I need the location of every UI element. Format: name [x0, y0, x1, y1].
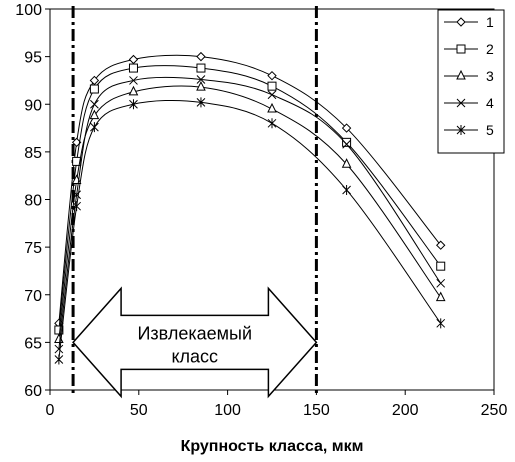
- data-point: [72, 190, 81, 200]
- data-point: [129, 76, 138, 85]
- x-axis-label: Крупность класса, мкм: [181, 438, 364, 455]
- data-point: [436, 278, 446, 288]
- data-point: [89, 84, 99, 94]
- y-tick-label: 60: [24, 383, 42, 400]
- data-point: [89, 109, 100, 120]
- annotation-line-2: класс: [171, 346, 218, 366]
- data-point: [267, 102, 277, 113]
- data-point: [72, 201, 81, 212]
- data-point: [267, 118, 277, 129]
- legend-marker: [456, 17, 466, 27]
- legend-marker: [456, 125, 466, 135]
- legend-label: 3: [486, 68, 494, 84]
- x-tick-label: 250: [481, 402, 508, 419]
- data-point: [90, 99, 99, 109]
- y-axis: 60 65 70 75 80 85 90 95 100: [15, 2, 50, 400]
- data-point: [267, 81, 277, 91]
- data-point: [436, 240, 446, 250]
- series-group: [54, 51, 446, 365]
- legend-entry-5: 5: [444, 122, 494, 138]
- x-tick-label: 200: [392, 402, 419, 419]
- y-tick-label: 80: [24, 193, 42, 210]
- data-point: [129, 99, 138, 110]
- series-5: [54, 97, 446, 365]
- x-tick-label: 100: [214, 402, 241, 419]
- data-point: [342, 137, 352, 147]
- extracted-class-arrow: Извлекаемый класс: [72, 286, 318, 399]
- x-tick-label: 0: [46, 402, 55, 419]
- y-tick-label: 100: [15, 2, 42, 19]
- legend-box: [437, 9, 505, 154]
- y-tick-label: 75: [24, 240, 42, 257]
- y-tick-label: 85: [24, 145, 42, 162]
- data-point: [196, 63, 206, 73]
- data-point: [267, 70, 277, 81]
- legend: 1 2 3 4 5: [437, 9, 505, 154]
- data-point: [89, 75, 100, 86]
- threshold-lines: [71, 6, 318, 393]
- legend-marker: [456, 98, 466, 108]
- legend-marker: [456, 69, 466, 80]
- data-point: [128, 85, 139, 96]
- data-point: [196, 80, 206, 91]
- legend-entry-1: 1: [444, 14, 494, 30]
- data-point: [435, 291, 446, 302]
- data-point: [267, 90, 277, 100]
- y-tick-label: 70: [24, 288, 42, 305]
- data-point: [72, 156, 82, 166]
- data-point: [90, 122, 99, 133]
- legend-entry-4: 4: [444, 95, 494, 111]
- data-point: [54, 354, 64, 365]
- data-point: [196, 75, 206, 84]
- series-2: [54, 63, 446, 335]
- legend-entry-2: 2: [444, 41, 494, 57]
- y-tick-label: 95: [24, 50, 42, 67]
- data-point: [196, 51, 206, 62]
- x-tick-label: 50: [130, 402, 148, 419]
- data-point: [436, 318, 446, 329]
- legend-label: 1: [486, 14, 494, 30]
- data-point: [341, 158, 352, 168]
- data-point: [128, 54, 139, 65]
- data-point: [341, 123, 352, 133]
- data-point: [54, 344, 64, 354]
- y-tick-label: 65: [24, 335, 42, 352]
- legend-label: 2: [486, 41, 494, 57]
- data-point: [436, 261, 446, 271]
- legend-entry-3: 3: [444, 68, 494, 84]
- series-4: [54, 75, 446, 354]
- double-arrow-shape: [72, 286, 318, 399]
- x-tick-label: 150: [303, 402, 330, 419]
- data-point: [196, 97, 206, 108]
- annotation-line-1: Извлекаемый: [137, 323, 252, 343]
- data-point: [128, 63, 138, 73]
- data-point: [342, 139, 351, 149]
- legend-label: 4: [486, 95, 494, 111]
- data-point: [342, 184, 351, 195]
- y-tick-label: 90: [24, 97, 42, 114]
- legend-label: 5: [486, 122, 494, 138]
- x-axis: 0 50 100 150 200 250: [46, 390, 508, 419]
- legend-marker: [456, 44, 466, 54]
